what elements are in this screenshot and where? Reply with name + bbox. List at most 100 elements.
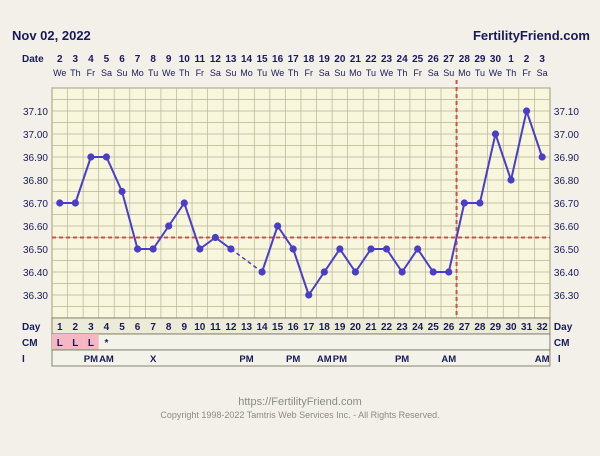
y-tick-label: 36.60 — [23, 222, 48, 233]
weekday-label: Th — [288, 68, 299, 78]
i-value: PM — [286, 354, 300, 365]
cm-row — [51, 333, 551, 351]
weekday-label: Su — [443, 68, 454, 78]
date-label: 7 — [135, 54, 141, 65]
weekday-label: Th — [179, 68, 190, 78]
date-label: 14 — [241, 54, 253, 65]
date-label: 25 — [412, 54, 424, 65]
date-label: 29 — [474, 54, 486, 65]
temp-line-segment — [121, 191, 139, 250]
weekday-label: Su — [334, 68, 345, 78]
temp-point — [305, 291, 313, 299]
temp-point — [133, 245, 142, 253]
day-number: 18 — [319, 322, 331, 333]
temp-point — [118, 187, 126, 196]
cm-value: L — [57, 338, 63, 349]
date-label: 26 — [428, 54, 440, 65]
day-number: 24 — [412, 322, 424, 333]
y-tick-label: 36.80 — [23, 176, 48, 187]
day-number: 10 — [194, 322, 206, 333]
y-tick-label-right: 36.50 — [554, 245, 579, 256]
day-number: 8 — [166, 322, 172, 333]
temp-line-segment — [447, 202, 466, 273]
date-label: 23 — [381, 54, 393, 65]
day-number: 22 — [381, 322, 393, 333]
i-value: AM — [535, 354, 550, 365]
y-tick-label: 36.90 — [23, 153, 48, 164]
weekday-label: Sa — [210, 68, 221, 78]
temp-line-segment — [525, 110, 544, 158]
weekday-label: Mo — [240, 68, 253, 78]
day-number: 9 — [181, 322, 187, 333]
date-label: 28 — [459, 54, 471, 65]
day-number: 26 — [443, 322, 455, 333]
temp-point — [149, 245, 157, 253]
day-number: 2 — [73, 322, 79, 333]
temp-point — [274, 222, 282, 230]
date-label: 5 — [104, 54, 110, 65]
footer-url[interactable]: https://FertilityFriend.com — [238, 396, 362, 408]
date-row-label: Date — [22, 54, 44, 65]
temp-line-segment — [354, 248, 372, 273]
weekday-label: Fr — [413, 68, 422, 78]
temp-point — [414, 245, 422, 253]
weekday-label: Mo — [458, 68, 471, 78]
weekday-label: Su — [117, 68, 128, 78]
temp-point — [196, 245, 204, 253]
temp-line-segment — [494, 133, 512, 181]
date-label: 30 — [490, 54, 502, 65]
temp-point — [258, 268, 266, 276]
temp-line-segment — [261, 225, 279, 273]
date-label: 24 — [397, 54, 409, 65]
i-value: AM — [99, 354, 114, 365]
cm-cell-highlight — [52, 334, 68, 350]
cm-value: L — [72, 338, 78, 349]
y-tick-label-right: 36.70 — [554, 199, 579, 210]
date-label: 9 — [166, 54, 172, 65]
temp-line-segment — [167, 202, 186, 227]
date-label: 1 — [508, 54, 514, 65]
day-row-label-right: Day — [554, 322, 573, 333]
temp-point — [382, 245, 391, 253]
temp-point — [227, 245, 235, 253]
temp-line-segment — [183, 202, 201, 250]
date-label: 21 — [350, 54, 362, 65]
cm-cell-highlight — [67, 334, 84, 350]
temp-line-segment — [416, 248, 435, 273]
temp-point — [180, 199, 188, 207]
day-number: 6 — [135, 322, 141, 333]
weekday-label: Su — [225, 68, 236, 78]
temp-point — [522, 107, 531, 115]
y-tick-label: 36.70 — [23, 199, 48, 210]
weekday-label: Fr — [196, 68, 205, 78]
day-number: 12 — [225, 322, 237, 333]
i-value: AM — [441, 354, 456, 365]
temp-line-segment — [339, 248, 357, 273]
temp-line-segment — [152, 225, 170, 250]
day-row-label: Day — [22, 322, 41, 333]
date-label: 18 — [303, 54, 315, 65]
site-name[interactable]: FertilityFriend.com — [472, 28, 590, 43]
y-tick-label-right: 37.10 — [554, 107, 579, 118]
temp-point — [491, 130, 500, 138]
i-row-label: I — [22, 354, 25, 365]
day-number: 16 — [288, 322, 300, 333]
temp-line-segment — [292, 248, 310, 296]
temp-line-segment — [385, 248, 403, 273]
y-tick-label-right: 36.60 — [554, 222, 579, 233]
date-label: 2 — [57, 54, 63, 65]
temp-point — [460, 199, 468, 207]
day-number: 13 — [241, 322, 253, 333]
weekday-label: We — [162, 68, 175, 78]
day-number: 3 — [88, 322, 94, 333]
day-number: 25 — [428, 322, 440, 333]
weekday-label: Th — [397, 68, 408, 78]
temp-line-segment — [510, 110, 528, 181]
temp-point — [507, 176, 515, 184]
temp-point — [87, 153, 95, 161]
weekday-label: Sa — [537, 68, 548, 78]
date-label: 13 — [225, 54, 237, 65]
y-tick-label: 36.40 — [23, 268, 48, 279]
weekday-label: We — [380, 68, 393, 78]
day-number: 30 — [505, 322, 517, 333]
